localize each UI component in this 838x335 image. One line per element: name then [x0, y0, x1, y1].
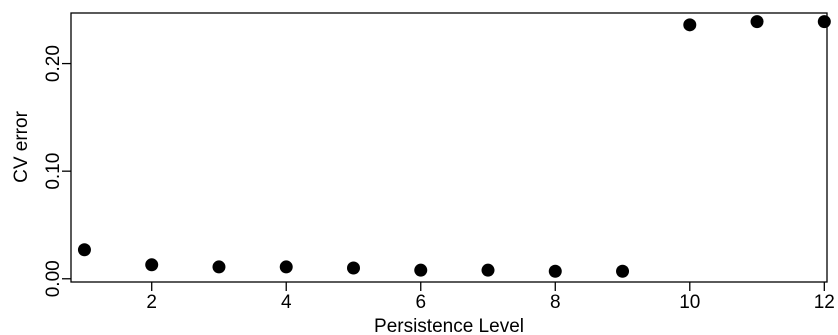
x-tick-label: 8	[550, 292, 561, 313]
data-point	[616, 264, 630, 278]
data-point	[683, 18, 697, 32]
y-axis-title: CV error	[11, 110, 32, 182]
x-axis-title: Persistence Level	[374, 316, 524, 335]
data-point	[817, 15, 831, 29]
x-tick-label: 12	[814, 292, 835, 313]
data-point	[750, 15, 764, 29]
data-point	[212, 260, 226, 274]
data-point	[145, 258, 159, 272]
data-point	[77, 243, 91, 257]
data-point	[279, 260, 293, 274]
data-point	[414, 263, 428, 277]
data-points	[77, 15, 831, 278]
x-tick-label: 4	[281, 292, 292, 313]
y-tick-label: 0.20	[43, 45, 64, 82]
x-tick-label: 2	[146, 292, 157, 313]
plot-frame	[70, 12, 828, 283]
y-tick-label: 0.00	[43, 260, 64, 297]
data-point	[548, 264, 562, 278]
y-tick-label: 0.10	[43, 153, 64, 190]
x-tick-label: 6	[415, 292, 426, 313]
data-point	[346, 261, 360, 275]
data-point	[481, 263, 495, 277]
x-axis: 2 4 6 8 10 12	[146, 282, 835, 313]
y-axis: 0.00 0.10 0.20	[43, 45, 71, 297]
x-tick-label: 10	[679, 292, 700, 313]
